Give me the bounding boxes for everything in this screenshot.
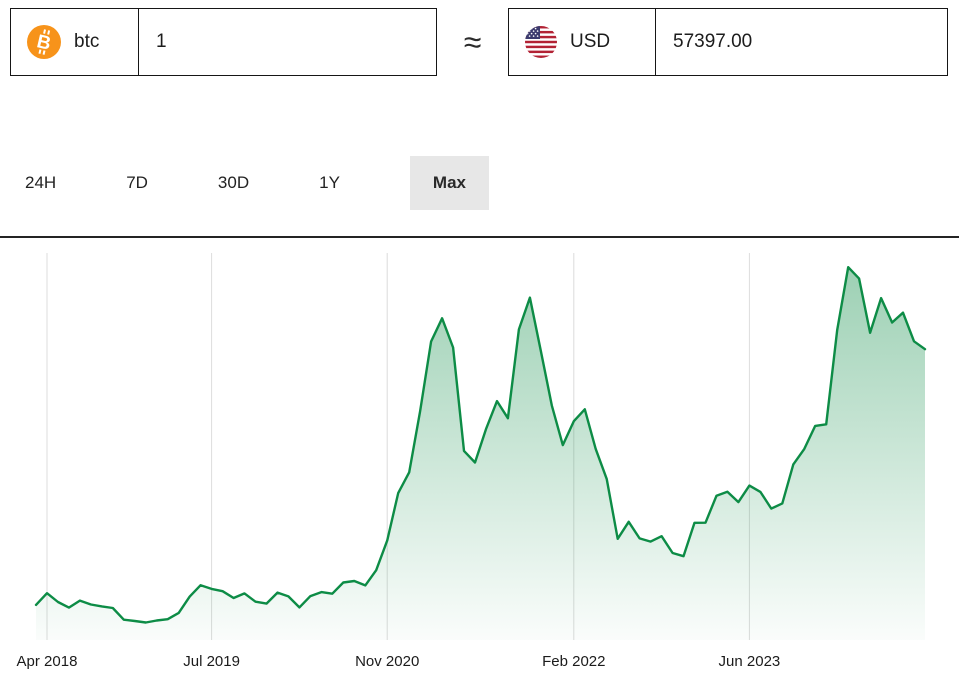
x-axis-label: Jul 2019 [183, 653, 240, 670]
to-currency-box: USD [508, 8, 948, 76]
time-range-tabs: 24H 7D 30D 1Y Max [25, 155, 959, 210]
tab-max[interactable]: Max [409, 155, 489, 210]
bitcoin-icon: B [27, 25, 61, 59]
from-currency-code: btc [74, 31, 100, 52]
chart-line [34, 266, 927, 624]
tab-24h[interactable]: 24H [25, 172, 57, 192]
from-currency-box: B btc [10, 8, 437, 76]
section-divider [0, 236, 959, 238]
approx-equals-symbol: ≈ [463, 24, 482, 60]
from-currency-selector[interactable]: B btc [11, 9, 139, 75]
chart-area-fill [36, 267, 925, 640]
to-currency-selector[interactable]: USD [509, 9, 656, 75]
tab-7d[interactable]: 7D [126, 172, 148, 192]
currency-converter: B btc ≈ [10, 8, 948, 76]
price-chart: Apr 2018 Jul 2019 Nov 2020 Feb 2022 Jun 2023 [17, 253, 927, 670]
x-axis-label: Jun 2023 [719, 653, 781, 670]
svg-text:B: B [35, 31, 53, 55]
tab-30d[interactable]: 30D [217, 172, 250, 192]
to-currency-code: USD [570, 31, 611, 52]
from-amount-input[interactable] [139, 9, 436, 75]
x-axis-label: Nov 2020 [355, 653, 419, 670]
x-axis-label: Apr 2018 [17, 653, 78, 670]
tab-1y[interactable]: 1Y [319, 172, 340, 192]
x-axis-label: Feb 2022 [542, 653, 605, 670]
us-flag-icon [525, 26, 557, 58]
to-amount-input[interactable] [656, 9, 947, 75]
